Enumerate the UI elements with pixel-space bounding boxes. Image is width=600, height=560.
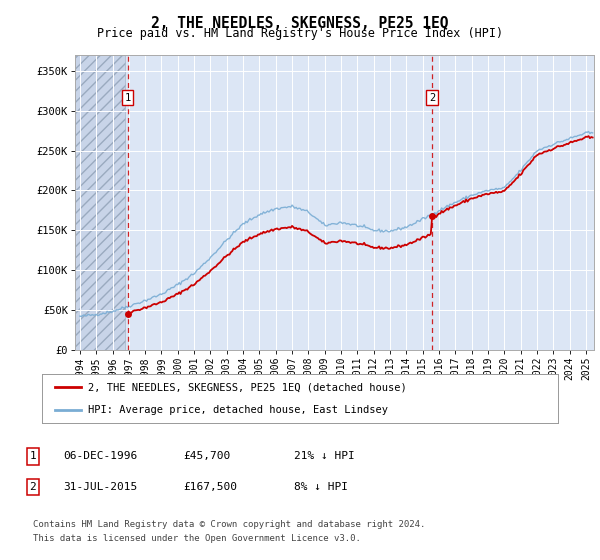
Text: 2, THE NEEDLES, SKEGNESS, PE25 1EQ: 2, THE NEEDLES, SKEGNESS, PE25 1EQ <box>151 16 449 31</box>
Text: 06-DEC-1996: 06-DEC-1996 <box>63 451 137 461</box>
Text: 31-JUL-2015: 31-JUL-2015 <box>63 482 137 492</box>
Text: Contains HM Land Registry data © Crown copyright and database right 2024.: Contains HM Land Registry data © Crown c… <box>33 520 425 529</box>
Text: HPI: Average price, detached house, East Lindsey: HPI: Average price, detached house, East… <box>88 405 388 414</box>
Text: £45,700: £45,700 <box>183 451 230 461</box>
Text: 2: 2 <box>429 92 435 102</box>
Text: 1: 1 <box>124 92 131 102</box>
Text: £167,500: £167,500 <box>183 482 237 492</box>
Text: Price paid vs. HM Land Registry's House Price Index (HPI): Price paid vs. HM Land Registry's House … <box>97 27 503 40</box>
Text: 21% ↓ HPI: 21% ↓ HPI <box>294 451 355 461</box>
Bar <box>75 55 125 350</box>
Text: 2: 2 <box>29 482 37 492</box>
Text: 2, THE NEEDLES, SKEGNESS, PE25 1EQ (detached house): 2, THE NEEDLES, SKEGNESS, PE25 1EQ (deta… <box>88 382 407 392</box>
Text: 8% ↓ HPI: 8% ↓ HPI <box>294 482 348 492</box>
Text: This data is licensed under the Open Government Licence v3.0.: This data is licensed under the Open Gov… <box>33 534 361 543</box>
Text: 1: 1 <box>29 451 37 461</box>
